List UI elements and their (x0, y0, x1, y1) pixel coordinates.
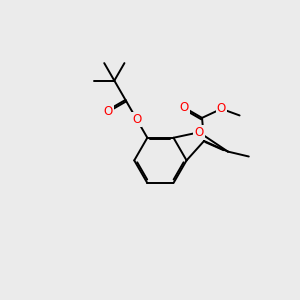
Text: O: O (179, 101, 189, 114)
Text: O: O (194, 126, 204, 139)
Text: O: O (103, 105, 112, 118)
Text: O: O (132, 113, 141, 126)
Text: O: O (217, 102, 226, 115)
